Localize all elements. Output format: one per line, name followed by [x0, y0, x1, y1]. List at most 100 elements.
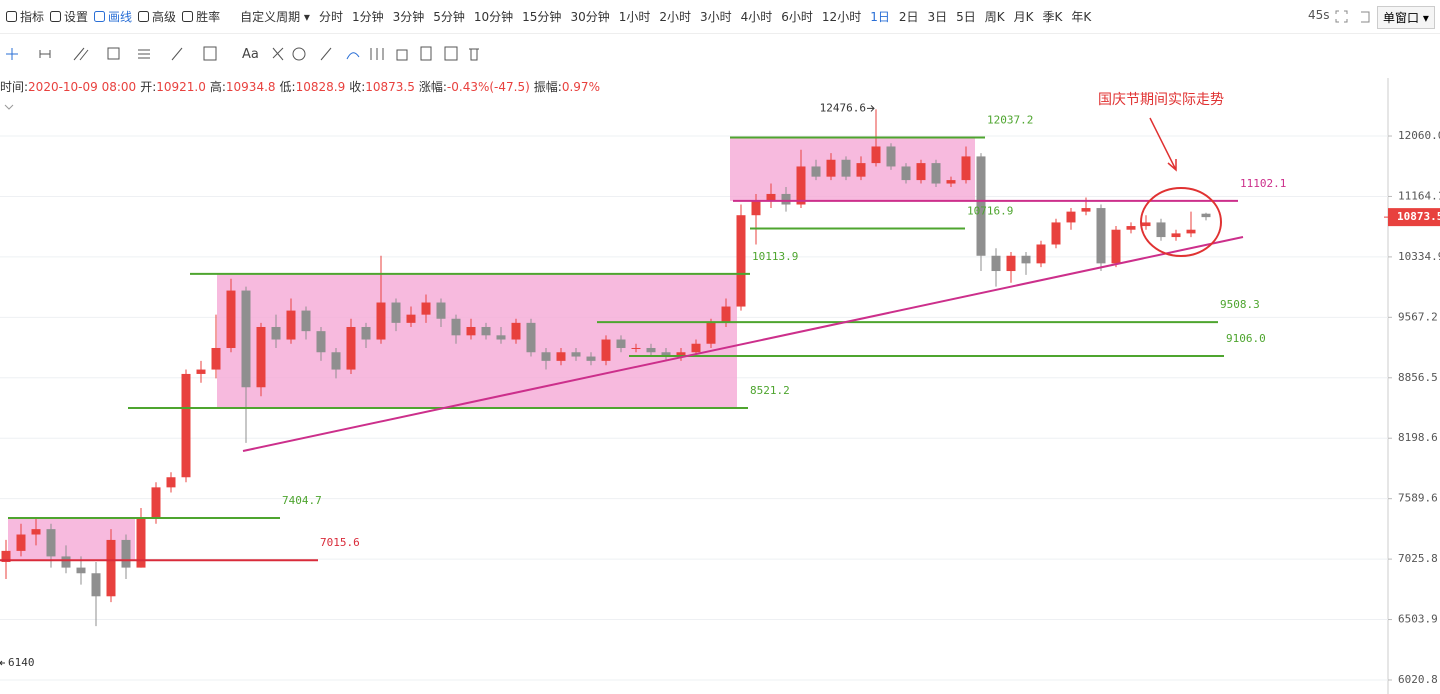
- level-label: 9106.0: [1226, 332, 1266, 345]
- period[interactable]: 3小时: [700, 10, 732, 24]
- period[interactable]: 年K: [1071, 10, 1092, 24]
- candle-body: [181, 373, 191, 478]
- candle-body: [886, 146, 896, 167]
- info-label: 时间:: [0, 80, 29, 94]
- y-tick-label: 11164.1: [1398, 189, 1440, 202]
- candle-body: [361, 326, 371, 340]
- highlight-circle: [1140, 187, 1222, 257]
- period[interactable]: 1分钟: [351, 10, 384, 24]
- info-label: 高:: [209, 80, 226, 94]
- info-label: 低:: [279, 80, 296, 94]
- info-value: 0.97%: [561, 80, 600, 94]
- candle-body: [121, 539, 131, 568]
- period[interactable]: 6小时: [781, 10, 813, 24]
- candle-body: [616, 339, 626, 348]
- candle-body: [1, 550, 11, 562]
- period[interactable]: 4小时: [740, 10, 773, 24]
- candle-body: [586, 356, 596, 361]
- candle-body: [751, 200, 761, 216]
- period[interactable]: 1小时: [618, 10, 651, 24]
- candle-body: [451, 318, 461, 336]
- window-mode[interactable]: 单窗口 ▾: [1377, 6, 1435, 29]
- period[interactable]: 2小时: [659, 10, 691, 24]
- y-tick-label: 9567.2: [1398, 310, 1438, 323]
- level-label: 12037.2: [987, 114, 1033, 127]
- collapse-icon: [4, 104, 14, 110]
- candle-body: [856, 163, 866, 177]
- tool-label: 高级: [152, 10, 177, 24]
- candle-body: [601, 339, 611, 361]
- candle-body: [391, 302, 401, 323]
- period[interactable]: 15分钟: [522, 10, 562, 24]
- period[interactable]: 2日: [898, 10, 919, 24]
- y-tick-label: 7589.6: [1398, 492, 1438, 505]
- candle-body: [676, 352, 686, 357]
- info-label: 振幅:: [533, 80, 562, 94]
- period[interactable]: 3分钟: [392, 10, 425, 24]
- candle-body: [421, 302, 431, 315]
- refresh[interactable]: 45s: [1308, 8, 1330, 22]
- info-value: 10828.9: [295, 80, 346, 94]
- low-label: 6140: [8, 656, 35, 669]
- candle-body: [706, 322, 716, 344]
- candle-body: [931, 163, 941, 184]
- candle-body: [166, 477, 176, 488]
- candle-body: [196, 369, 206, 374]
- period[interactable]: 5分钟: [433, 10, 465, 24]
- period[interactable]: 10分钟: [473, 10, 514, 24]
- level-label: 11102.1: [1240, 177, 1286, 190]
- tool-label: 画线: [108, 10, 133, 24]
- candle-body: [226, 290, 236, 348]
- info-value: 10921.0: [156, 80, 206, 94]
- tool[interactable]: 画线: [94, 8, 132, 25]
- toolbar: 指标 设置 画线 高级 胜率 自定义周期 ▾ 分时 1分钟 3分钟 5分钟 10分钟 15分钟 30分钟…: [0, 0, 1440, 34]
- period[interactable]: 季K: [1042, 10, 1063, 24]
- annotation-arrow: [1149, 117, 1177, 172]
- low-arrow: [0, 660, 5, 666]
- y-tick-label: 8856.5: [1398, 371, 1438, 384]
- candle-body: [1141, 222, 1151, 227]
- max-label: 12476.6: [820, 101, 866, 114]
- custom-period[interactable]: 自定义周期 ▾: [240, 10, 310, 24]
- info-value: -0.43%(-47.5): [446, 80, 530, 94]
- candle-body: [976, 156, 986, 256]
- candle-body: [496, 335, 506, 340]
- candle-body: [511, 322, 521, 340]
- tool[interactable]: 胜率: [182, 8, 220, 25]
- candle-body: [406, 314, 416, 323]
- candle-body: [991, 255, 1001, 272]
- period[interactable]: 3日: [927, 10, 948, 24]
- window-icons[interactable]: [1335, 10, 1375, 24]
- candle-body: [1186, 229, 1196, 234]
- level-label: 8521.2: [750, 384, 790, 397]
- drawing-icons-2[interactable]: [269, 44, 499, 64]
- candle-body: [721, 306, 731, 323]
- candle-body: [1036, 244, 1046, 264]
- candle-body: [541, 352, 551, 361]
- candle-body: [16, 534, 26, 551]
- tool[interactable]: 指标: [6, 8, 44, 25]
- tool-label: 指标: [20, 10, 45, 24]
- candle-body: [796, 166, 806, 205]
- tool[interactable]: 高级: [138, 8, 176, 25]
- candle-body: [1156, 222, 1166, 238]
- info-label: 涨幅:: [418, 80, 447, 94]
- info-value: 10934.8: [225, 80, 276, 94]
- info-value: 2020-10-09 08:00: [28, 80, 137, 94]
- period[interactable]: 周K: [984, 10, 1005, 24]
- text-tool[interactable]: Aa: [242, 46, 259, 62]
- period[interactable]: 分时: [318, 10, 343, 24]
- period[interactable]: 12小时: [821, 10, 862, 24]
- y-tick-label: 12060.0: [1398, 129, 1440, 142]
- period[interactable]: 1日: [870, 10, 890, 24]
- period[interactable]: 月K: [1013, 10, 1034, 24]
- drawing-icons[interactable]: [4, 44, 404, 64]
- candle-body: [916, 163, 926, 181]
- candle-body: [841, 159, 851, 177]
- y-tick-label: 7025.8: [1398, 552, 1438, 565]
- tool[interactable]: 设置: [50, 8, 88, 25]
- period[interactable]: 30分钟: [570, 10, 610, 24]
- period[interactable]: 5日: [956, 10, 976, 24]
- candle-body: [76, 567, 86, 574]
